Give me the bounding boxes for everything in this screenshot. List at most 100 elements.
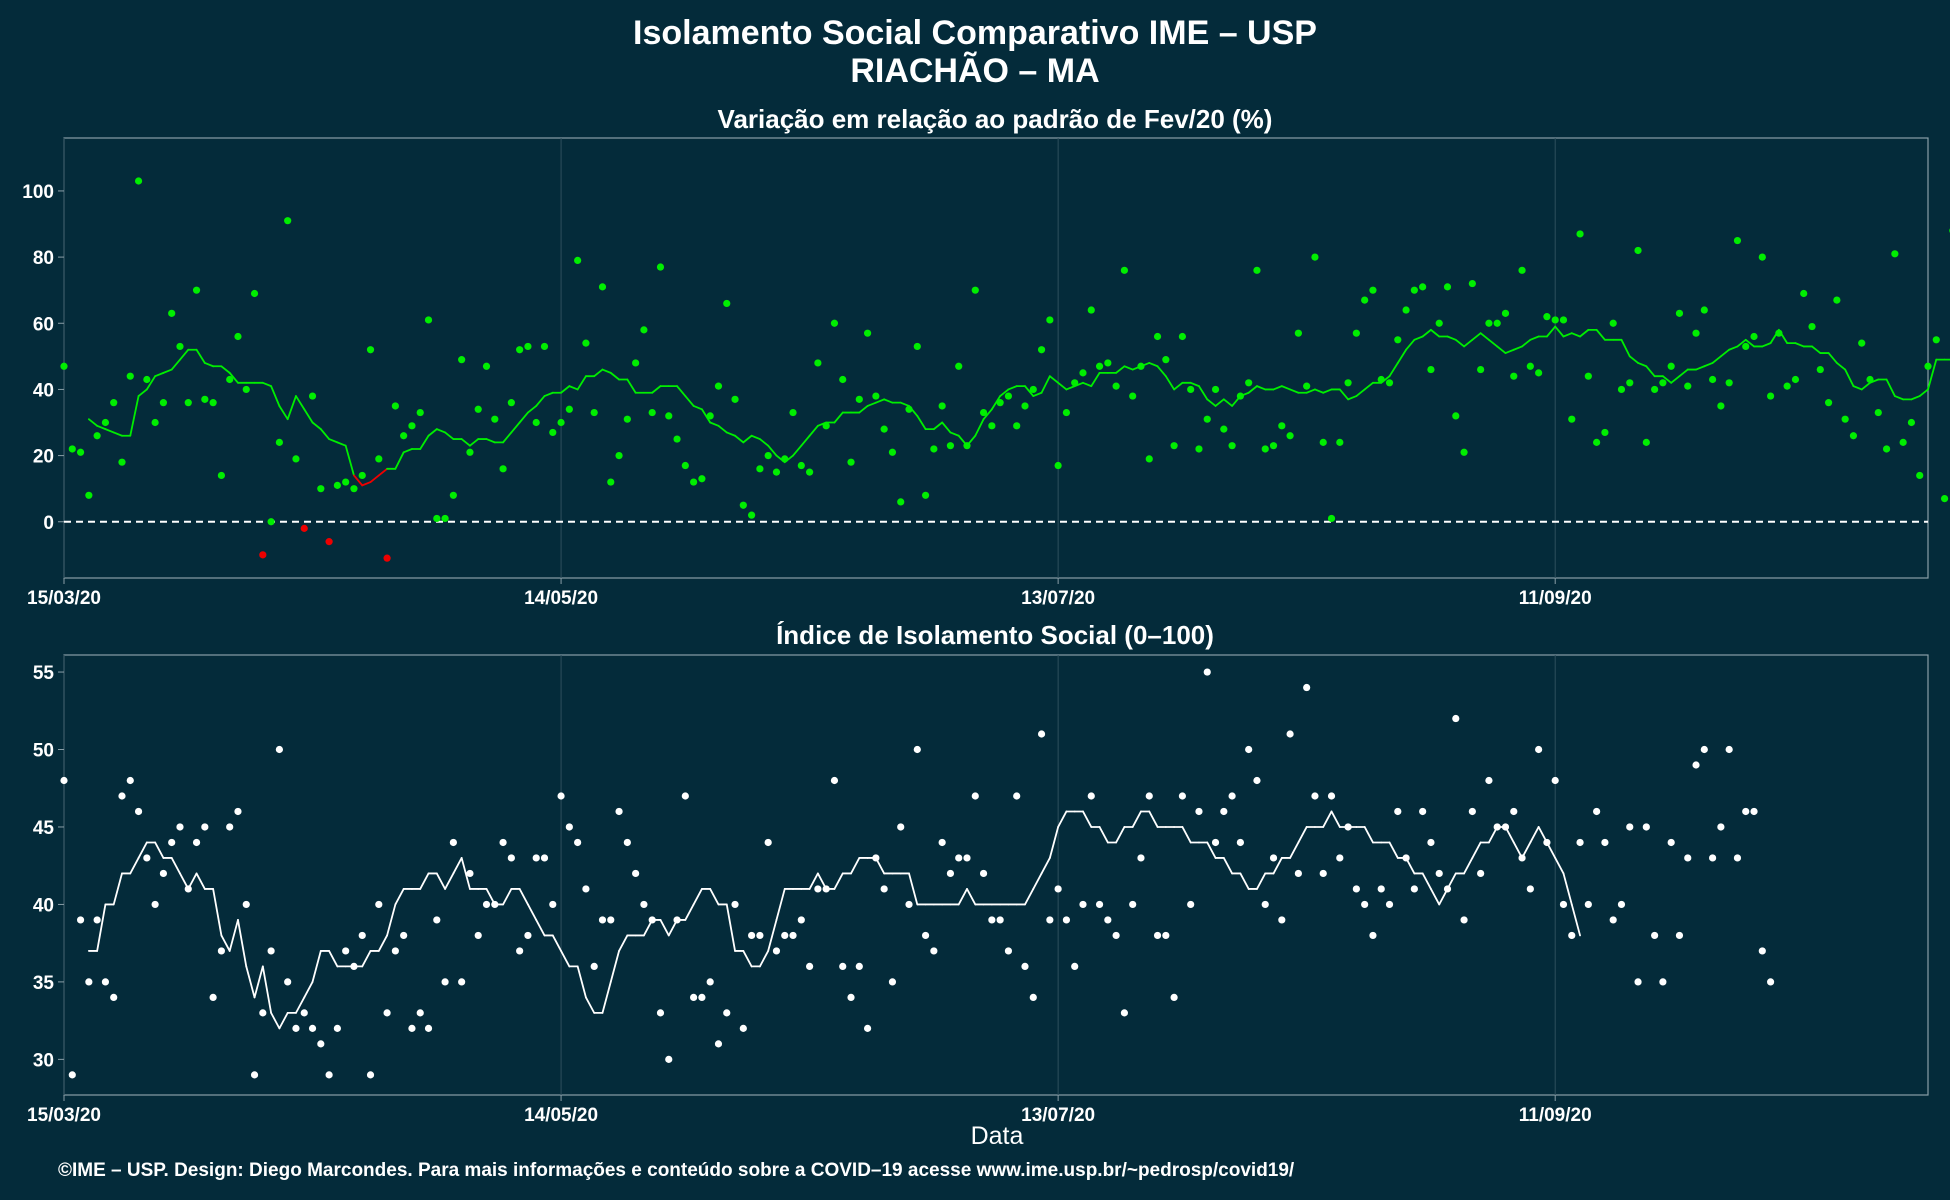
data-point — [673, 435, 681, 443]
data-point — [1692, 329, 1700, 337]
data-point — [1535, 369, 1543, 377]
moving-average-segment — [1454, 338, 1465, 348]
data-point — [400, 432, 408, 440]
data-point — [1551, 316, 1559, 324]
moving-average-segment — [212, 888, 223, 937]
data-point — [192, 286, 201, 294]
moving-average-segment — [941, 421, 952, 434]
moving-average-segment — [1628, 355, 1639, 364]
data-point — [1021, 402, 1029, 410]
data-point — [333, 481, 341, 489]
data-point — [85, 978, 93, 986]
data-point — [333, 1024, 341, 1032]
data-point — [1377, 375, 1385, 384]
moving-average-segment — [1471, 841, 1482, 859]
moving-average-segment — [1164, 375, 1176, 391]
data-point — [698, 475, 706, 483]
data-point — [1294, 869, 1302, 878]
data-point — [706, 412, 714, 420]
data-point — [159, 869, 168, 878]
moving-average-segment — [1421, 872, 1432, 890]
y-tick-label: 40 — [33, 895, 54, 916]
data-point — [797, 916, 805, 924]
moving-average-segment — [336, 441, 347, 447]
data-point — [665, 1055, 673, 1063]
data-point — [60, 776, 68, 785]
data-point — [648, 408, 656, 417]
moving-average-segment — [129, 395, 140, 437]
data-point — [1584, 900, 1592, 909]
moving-average-segment — [427, 428, 438, 437]
data-point — [358, 471, 366, 480]
data-point — [673, 916, 681, 924]
moving-average-segment — [1024, 888, 1035, 906]
data-point — [665, 412, 673, 420]
data-point — [847, 458, 855, 466]
moving-average-segment — [1579, 328, 1590, 338]
data-point — [1526, 362, 1534, 370]
data-point — [839, 375, 847, 384]
data-point — [93, 432, 101, 440]
data-point — [1327, 792, 1336, 800]
moving-average-segment — [999, 388, 1010, 397]
moving-average-segment — [253, 965, 264, 999]
moving-average-segment — [676, 385, 687, 397]
data-point — [1037, 346, 1046, 354]
moving-average-segment — [1852, 385, 1863, 391]
data-point — [292, 455, 300, 463]
moving-average-segment — [684, 903, 695, 921]
data-point — [1145, 792, 1153, 800]
moving-average-segment — [576, 375, 587, 391]
moving-average-segment — [1131, 810, 1142, 828]
credits-caption: ©IME – USP. Design: Diego Marcondes. Par… — [58, 1160, 1295, 1181]
data-point — [739, 1024, 747, 1032]
x-tick-label: 15/03/20 — [27, 1105, 101, 1126]
moving-average-segment — [701, 408, 712, 424]
data-point — [68, 445, 76, 453]
moving-average-segment — [162, 368, 173, 374]
data-point — [1385, 379, 1394, 387]
data-point — [1245, 379, 1253, 387]
data-point — [1651, 931, 1659, 940]
moving-average-segment — [1695, 365, 1706, 371]
moving-average-segment — [767, 444, 778, 457]
data-point — [1435, 869, 1443, 878]
data-point — [143, 375, 151, 384]
data-point — [830, 319, 839, 327]
data-point — [242, 385, 250, 394]
moving-average-segment — [1032, 872, 1043, 890]
moving-average-segment — [419, 872, 430, 890]
moving-average-segment — [1719, 348, 1731, 358]
data-point — [797, 461, 805, 470]
moving-average-segment — [1040, 375, 1051, 394]
moving-average-segment — [1082, 810, 1093, 828]
data-point — [731, 900, 739, 909]
data-point — [1112, 382, 1120, 390]
data-point — [1054, 461, 1062, 470]
moving-average-segment — [369, 474, 380, 483]
moving-average-segment — [96, 903, 107, 952]
data-point — [1501, 309, 1510, 317]
data-point — [1849, 432, 1858, 440]
data-point — [772, 947, 781, 955]
moving-average-segment — [1670, 375, 1681, 384]
moving-average-segment — [1338, 388, 1349, 401]
data-point — [358, 931, 366, 940]
panel-title-variation: Variação em relação ao padrão de Fev/20 … — [718, 104, 1273, 134]
moving-average-segment — [129, 857, 140, 875]
panel-title-index: Índice de Isolamento Social (0–100) — [776, 620, 1214, 650]
moving-average-segment — [850, 857, 861, 875]
data-point — [1286, 432, 1294, 440]
data-point — [192, 838, 201, 847]
data-point — [1858, 339, 1866, 347]
moving-average-segment — [560, 950, 571, 968]
data-point — [623, 415, 631, 423]
data-point — [1932, 336, 1940, 344]
moving-average-segment — [551, 934, 562, 952]
moving-average-segment — [1562, 872, 1573, 906]
data-point — [1195, 445, 1203, 453]
data-point — [507, 399, 515, 407]
data-point — [1568, 415, 1576, 423]
moving-average-segment — [402, 448, 413, 454]
data-point — [1336, 438, 1344, 446]
